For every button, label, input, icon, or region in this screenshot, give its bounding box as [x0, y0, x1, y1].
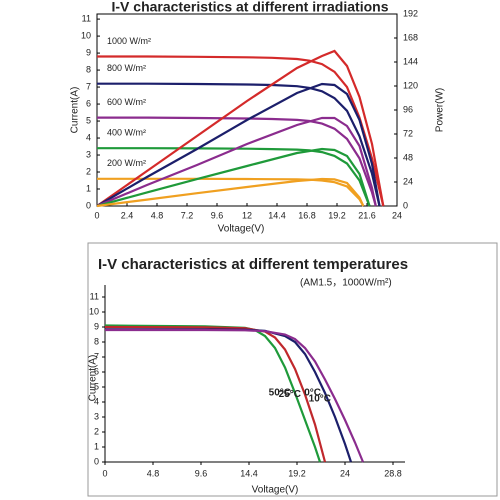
power-curve [96, 49, 385, 207]
y2-tick-label: 96 [403, 104, 413, 114]
series-label: 1000 W/m² [107, 36, 151, 46]
y-tick-label: 7 [94, 351, 99, 361]
y-tick-label: 1 [94, 441, 99, 451]
iv-curve [97, 147, 371, 207]
series-label: 400 W/m² [107, 128, 146, 138]
x-tick-label: 14.4 [240, 468, 258, 478]
y-tick-label: 8 [94, 336, 99, 346]
y-tick-label: 2 [94, 426, 99, 436]
x-tick-label: 2.4 [121, 210, 134, 220]
y-axis-label: Current(A) [88, 355, 99, 402]
y2-tick-label: 72 [403, 128, 413, 138]
y2-tick-label: 144 [403, 56, 418, 66]
x-axis-label: Voltage(V) [252, 485, 299, 496]
x-tick-label: 21.6 [358, 210, 376, 220]
x-tick-label: 16.8 [298, 210, 316, 220]
y-tick-label: 7 [86, 81, 91, 91]
chart-title: I-V characteristics at different tempera… [98, 256, 408, 273]
x-tick-label: 28.8 [384, 468, 402, 478]
y-tick-label: 6 [94, 366, 99, 376]
x-tick-label: 9.6 [195, 468, 208, 478]
x-tick-label: 4.8 [147, 468, 160, 478]
y2-tick-label: 168 [403, 32, 418, 42]
y-tick-label: 5 [94, 381, 99, 391]
y2-tick-label: 48 [403, 152, 413, 162]
y-tick-label: 9 [86, 47, 91, 57]
power-curve [96, 82, 381, 207]
x-tick-label: 0 [94, 210, 99, 220]
y2-axis-label: Power(W) [435, 88, 446, 132]
x-tick-label: 24 [340, 468, 350, 478]
series-label: 0°C [304, 388, 321, 399]
y2-tick-label: 0 [403, 200, 408, 210]
chart-title: I-V characteristics at different irradia… [112, 0, 389, 15]
y2-tick-label: 24 [403, 176, 413, 186]
x-tick-label: 12 [242, 210, 252, 220]
x-tick-label: 14.4 [268, 210, 286, 220]
y2-tick-label: 192 [403, 8, 418, 18]
y-tick-label: 8 [86, 64, 91, 74]
y-tick-label: 11 [82, 13, 91, 23]
y-tick-label: 10 [81, 30, 91, 40]
y-tick-label: 0 [94, 456, 99, 466]
y-tick-label: 2 [86, 166, 91, 176]
x-tick-label: 7.2 [181, 210, 194, 220]
power-curve [96, 147, 371, 208]
x-axis-label: Voltage(V) [218, 224, 265, 235]
panel-frame [87, 242, 498, 497]
x-tick-label: 24 [392, 210, 402, 220]
iv-curve [104, 325, 327, 463]
series-label: 200 W/m² [107, 158, 146, 168]
power-curve [96, 116, 377, 208]
y-tick-label: 9 [94, 321, 99, 331]
chart-subtitle: (AM1.5，1000W/m²) [300, 278, 392, 289]
y-tick-label: 1 [86, 183, 91, 193]
y2-tick-label: 120 [403, 80, 418, 90]
x-tick-label: 19.2 [288, 468, 306, 478]
y-tick-label: 0 [86, 200, 91, 210]
y-tick-label: 11 [90, 291, 99, 301]
y-tick-label: 5 [86, 115, 91, 125]
y-tick-label: 3 [86, 149, 91, 159]
y-tick-label: 4 [94, 396, 99, 406]
iv-curve [105, 328, 365, 463]
series-label: 50°C [269, 388, 291, 399]
series-label: 600 W/m² [107, 97, 146, 107]
power-curve [96, 177, 365, 208]
y-tick-label: 6 [86, 98, 91, 108]
x-tick-label: 0 [102, 468, 107, 478]
series-label: 10°C [309, 394, 331, 405]
series-label: 25°C [279, 389, 301, 400]
series-label: 800 W/m² [107, 63, 146, 73]
y-tick-label: 10 [89, 306, 99, 316]
y-tick-label: 3 [94, 411, 99, 421]
x-tick-label: 19.2 [328, 210, 346, 220]
y-axis-label: Current(A) [70, 87, 81, 134]
x-tick-label: 4.8 [151, 210, 164, 220]
y-tick-label: 4 [86, 132, 91, 142]
x-tick-label: 9.6 [211, 210, 224, 220]
